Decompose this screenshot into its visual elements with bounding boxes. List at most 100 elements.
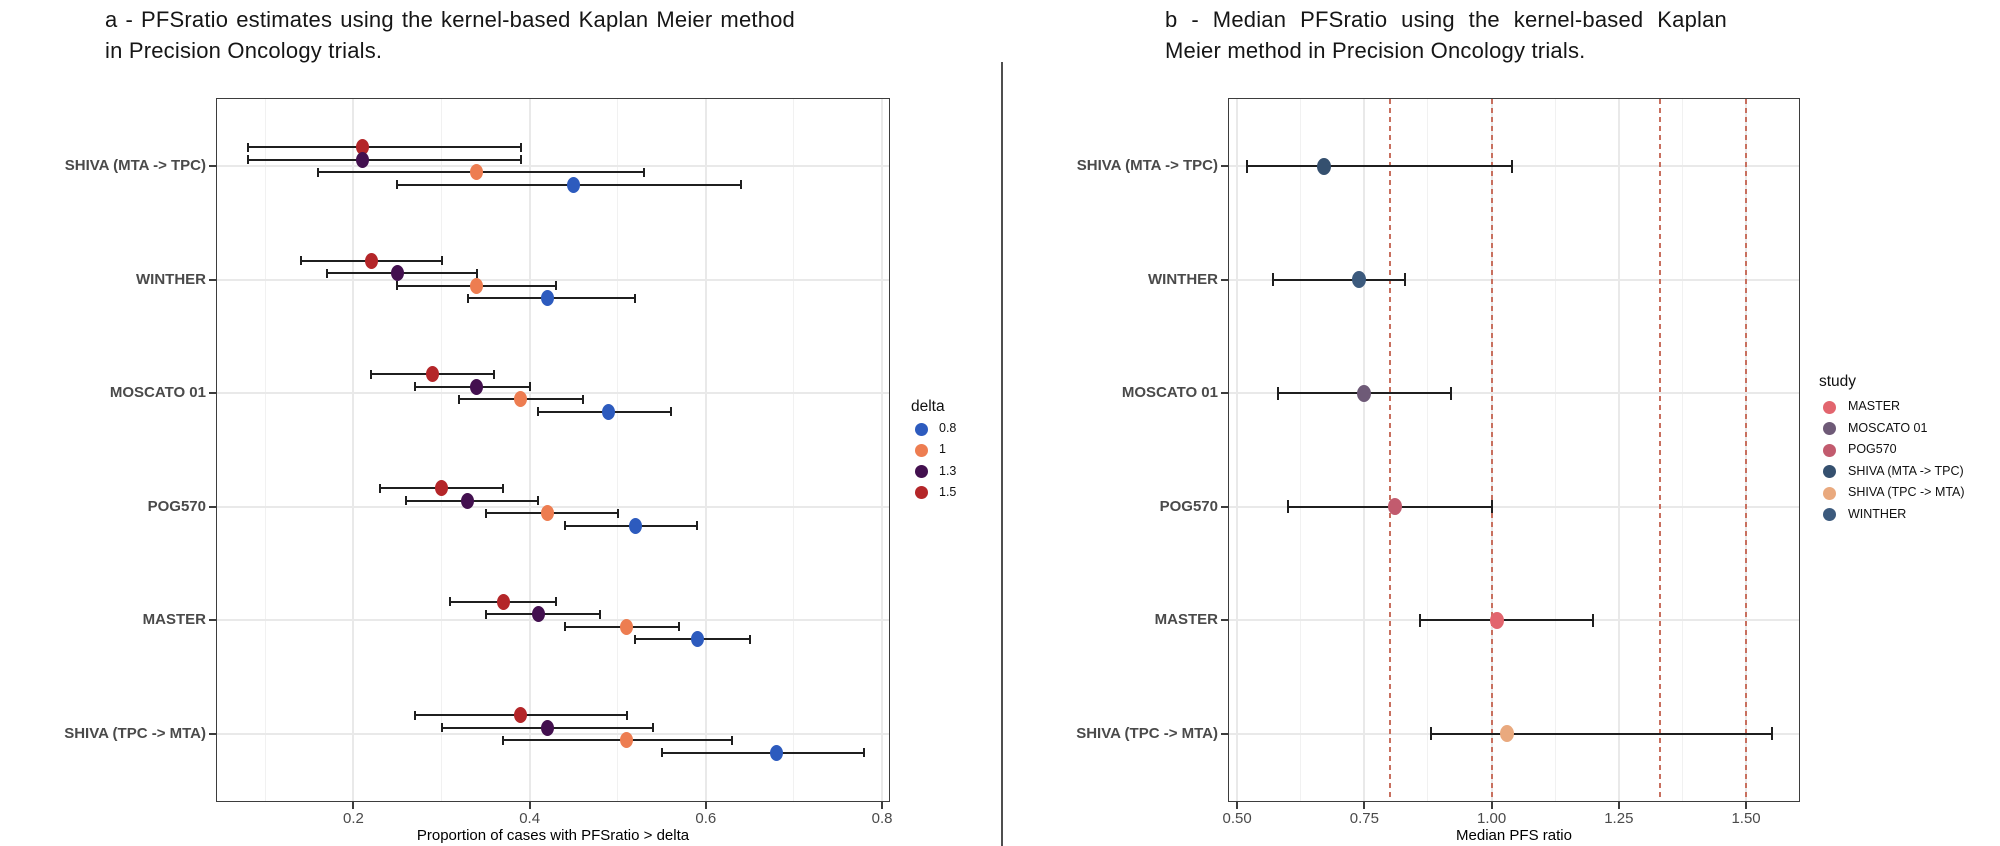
- panel-a-ci-cap-low-winther-delta-1: [396, 281, 399, 291]
- panel-a-point-winther-delta-0-8: [540, 290, 554, 307]
- panel-a-ci-cap-low-pog570-delta-1: [484, 508, 487, 518]
- panel-b-x-tick-mark-1-00: [1490, 802, 1493, 809]
- panel-b-x-tick-label-0-75: 0.75: [1349, 810, 1379, 827]
- panel-b-gridline-major-x-0-5: [1236, 99, 1239, 801]
- panel-a-y-tick-mark-master: [209, 619, 216, 622]
- panel-a-gridline-major-x-0-6: [704, 99, 707, 801]
- panel-a-gridline-minor-x-0-3: [441, 99, 443, 801]
- panel-a-ci-cap-low-shiva-mta-tpc-delta-1-5: [246, 142, 249, 152]
- panel-a-ci-cap-high-shiva-mta-tpc-delta-1-5: [519, 142, 522, 152]
- panel-divider-line: [1001, 62, 1003, 846]
- panel-a-ci-cap-high-shiva-tpc-mta-delta-1-5: [625, 710, 628, 720]
- panel-b-point-master: [1489, 611, 1504, 629]
- panel-b-ci-line-shiva-tpc-mta: [1430, 732, 1772, 735]
- panel-b-y-axis-label-moscato-01: MOSCATO 01: [1121, 384, 1218, 402]
- panel-b-legend-swatch-pog570: [1822, 443, 1836, 457]
- panel-b-plot-area: [1228, 98, 1800, 802]
- panel-b-legend-swatch-moscato-01: [1822, 422, 1836, 435]
- panel-b-y-tick-mark-shiva-mta-tpc: [1221, 165, 1228, 168]
- panel-a-point-pog570-delta-1-3: [461, 492, 475, 509]
- panel-b-x-tick-mark-0-75: [1363, 802, 1366, 809]
- panel-a-ci-line-shiva-tpc-mta-delta-1: [503, 739, 733, 742]
- panel-b-gridline-y-shiva-mta-tpc: [1229, 165, 1799, 168]
- panel-a-gridline-major-x-0-8: [881, 99, 884, 801]
- panel-a-gridline-y-winther: [217, 278, 889, 281]
- panel-b-x-tick-label-1-25: 1.25: [1604, 810, 1634, 827]
- panel-a-ci-cap-high-winther-delta-1-5: [440, 256, 443, 266]
- panel-b-ci-cap-high-pog570: [1490, 500, 1493, 514]
- panel-a-ci-cap-high-shiva-mta-tpc-delta-0-8: [740, 180, 743, 190]
- panel-a-title: a - PFSratio estimates using the kernel-…: [105, 7, 795, 64]
- panel-a-point-moscato-01-delta-0-8: [602, 403, 616, 420]
- panel-b-ci-cap-low-shiva-mta-tpc: [1246, 159, 1249, 173]
- panel-b-x-tick-mark-1-50: [1745, 802, 1748, 809]
- panel-b-x-axis-title: Median PFS ratio: [1456, 827, 1572, 844]
- panel-b-legend-label-pog570: POG570: [1848, 442, 1897, 456]
- panel-a-x-tick-label-0-4: 0.4: [519, 810, 541, 827]
- panel-a-ci-cap-low-master-delta-1-5: [449, 597, 452, 607]
- panel-a-point-shiva-tpc-mta-delta-0-8: [769, 744, 783, 761]
- panel-a-point-master-delta-1: [620, 618, 634, 635]
- panel-b-legend-swatch-shiva-tpc-mta: [1822, 486, 1836, 500]
- panel-a-x-tick-mark-0-8: [881, 802, 884, 809]
- panel-a-ci-cap-low-pog570-delta-1-5: [378, 483, 381, 493]
- panel-a-point-pog570-delta-0-8: [628, 517, 642, 534]
- panel-a-y-axis-label-shiva-mta-tpc: SHIVA (MTA -> TPC): [64, 157, 206, 175]
- panel-b-point-moscato-01: [1357, 384, 1372, 402]
- panel-a-legend-title: delta: [911, 398, 945, 415]
- panel-b-ci-cap-low-master: [1419, 613, 1422, 627]
- panel-a-x-axis-title: Proportion of cases with PFSratio > delt…: [416, 827, 690, 844]
- panel-a-ci-cap-high-master-delta-1: [678, 622, 681, 632]
- panel-a-ci-cap-low-master-delta-1: [563, 622, 566, 632]
- panel-b-point-shiva-tpc-mta: [1499, 725, 1514, 743]
- panel-a-point-winther-delta-1-3: [390, 265, 404, 282]
- panel-a-x-tick-label-0-2: 0.2: [343, 810, 364, 827]
- panel-a-y-axis-label-moscato-01: MOSCATO 01: [109, 384, 206, 402]
- panel-b-legend-title: study: [1819, 373, 1857, 390]
- panel-a-ci-cap-high-pog570-delta-1: [616, 508, 619, 518]
- panel-a-ci-cap-high-master-delta-1-5: [555, 597, 558, 607]
- panel-b-legend-label-moscato-01: MOSCATO 01: [1848, 420, 1928, 435]
- panel-a-gridline-y-shiva-tpc-mta: [217, 732, 889, 735]
- panel-a-legend-swatch-1-5: [914, 486, 928, 500]
- panel-a-ci-cap-low-shiva-tpc-mta-delta-0-8: [660, 748, 663, 758]
- panel-a-point-winther-delta-1: [470, 277, 484, 294]
- panel-a-ci-cap-low-winther-delta-0-8: [466, 293, 469, 303]
- panel-a-ci-cap-high-winther-delta-0-8: [634, 293, 637, 303]
- panel-a-ci-cap-low-winther-delta-1-5: [299, 256, 302, 266]
- panel-a-ci-cap-high-shiva-tpc-mta-delta-1: [731, 735, 734, 745]
- panel-a-legend-label-1-3: 1.3: [939, 463, 957, 478]
- panel-a-point-master-delta-1-3: [531, 606, 545, 623]
- panel-a-point-pog570-delta-1: [540, 505, 554, 522]
- panel-a-ci-cap-high-winther-delta-1: [555, 281, 558, 291]
- panel-a-ci-cap-low-moscato-01-delta-0-8: [537, 407, 540, 417]
- panel-a-ci-cap-low-pog570-delta-1-3: [405, 496, 408, 506]
- panel-a-legend-label-1: 1: [939, 442, 946, 457]
- panel-b-y-axis-label-shiva-mta-tpc: SHIVA (MTA -> TPC): [1076, 157, 1218, 175]
- panel-a-gridline-minor-x-0-5: [617, 99, 619, 801]
- panel-a-y-axis-label-master: MASTER: [142, 611, 206, 629]
- panel-b-legend-swatch-master: [1822, 400, 1836, 414]
- panel-b-ci-line-master: [1420, 619, 1594, 622]
- panel-a-ci-cap-high-shiva-mta-tpc-delta-1: [643, 167, 646, 177]
- panel-a-ci-cap-high-moscato-01-delta-0-8: [669, 407, 672, 417]
- panel-b-x-tick-mark-1-25: [1617, 802, 1620, 809]
- panel-b-reference-line-1-5: [1745, 99, 1748, 801]
- panel-b-ci-cap-low-moscato-01: [1276, 386, 1279, 400]
- panel-a-ci-cap-high-pog570-delta-1-3: [537, 496, 540, 506]
- panel-b-ci-cap-high-shiva-mta-tpc: [1510, 159, 1513, 173]
- panel-b-ci-cap-high-moscato-01: [1449, 386, 1452, 400]
- panel-a-ci-cap-low-shiva-tpc-mta-delta-1-5: [414, 710, 417, 720]
- panel-a-point-winther-delta-1-5: [364, 252, 378, 269]
- panel-a-point-pog570-delta-1-5: [435, 480, 449, 497]
- panel-a-ci-cap-high-moscato-01-delta-1-3: [528, 382, 531, 392]
- panel-b-ci-cap-low-pog570: [1287, 500, 1290, 514]
- panel-a-y-tick-mark-moscato-01: [209, 392, 216, 395]
- panel-a-point-shiva-tpc-mta-delta-1: [620, 732, 634, 749]
- panel-a-legend-label-0-8: 0.8: [939, 421, 957, 435]
- panel-a-ci-line-shiva-tpc-mta-delta-0-8: [661, 751, 865, 754]
- panel-b-legend-label-master: MASTER: [1848, 399, 1901, 413]
- panel-a-plot-area: [216, 98, 890, 802]
- panel-b-legend-swatch-winther: [1822, 508, 1836, 521]
- panel-b-y-axis-label-winther: WINTHER: [1148, 270, 1218, 288]
